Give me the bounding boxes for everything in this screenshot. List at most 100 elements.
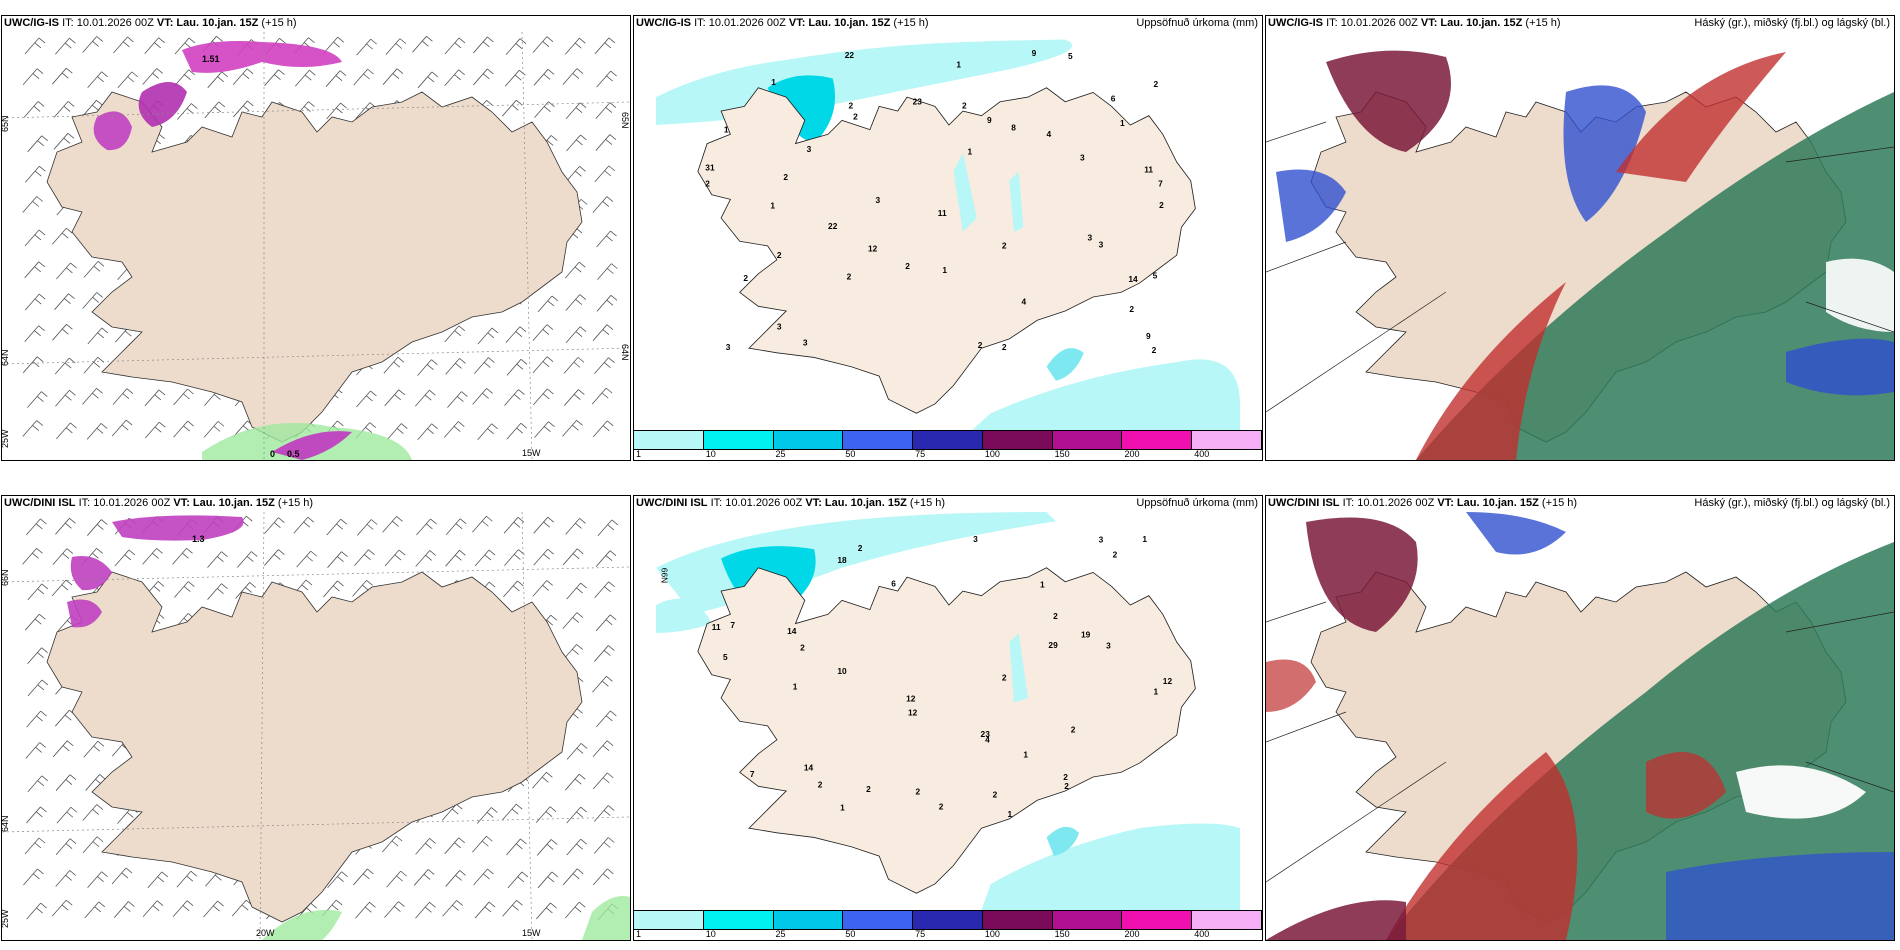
precip-number: 3	[875, 195, 880, 205]
wind-barb	[474, 549, 496, 567]
wind-barb	[174, 581, 195, 598]
wind-barb	[445, 550, 466, 567]
precip-number: 1	[1040, 579, 1045, 589]
wind-barb	[87, 871, 108, 888]
precip-number: 1	[724, 124, 729, 134]
precip-patch	[93, 111, 132, 151]
wind-barb	[24, 325, 45, 343]
wind-barb	[326, 102, 347, 120]
precip-number: 12	[868, 243, 878, 253]
wind-barb	[532, 771, 553, 789]
wind-barb	[562, 612, 584, 629]
precip-value: 0.5	[287, 449, 300, 459]
wind-barb	[22, 68, 44, 85]
precip-number: 3	[777, 322, 782, 332]
lead-time: (+15 h)	[909, 497, 946, 509]
wind-barb	[507, 871, 529, 889]
colorbar-swatch	[1052, 911, 1123, 929]
precip-number: 12	[1163, 676, 1173, 686]
precip-number: 3	[1099, 535, 1104, 545]
precip-patch	[262, 909, 342, 940]
wind-barb	[237, 551, 258, 568]
lead-time: (+15 h)	[893, 17, 929, 29]
wind-barb	[415, 550, 436, 567]
wind-barb	[477, 423, 498, 441]
wind-barb	[207, 551, 228, 568]
precip-number: 2	[915, 787, 920, 797]
wind-barb	[565, 518, 586, 535]
map-panel-top-middle[interactable]: UWC/IG-IS IT: 10.01.2026 00Z VT: Lau. 10…	[633, 15, 1263, 461]
wind-barb	[474, 357, 495, 374]
colorbar-swatch	[843, 431, 914, 449]
precip-value: 1.51	[202, 54, 220, 64]
wind-barb	[56, 422, 77, 440]
lon-label: 25W	[2, 429, 10, 448]
precip-number: 2	[705, 178, 710, 188]
wind-barb	[27, 583, 49, 601]
panel-subtitle: Uppsöfnuð úrkoma (mm)	[1136, 497, 1258, 509]
wind-barb	[384, 389, 405, 407]
precip-number: 3	[1099, 240, 1104, 250]
wind-barb	[142, 900, 164, 917]
wind-barb	[111, 419, 133, 437]
precip-number: 1	[793, 682, 798, 692]
panel-title: UWC/IG-IS IT: 10.01.2026 00Z VT: Lau. 10…	[4, 17, 297, 29]
wind-barb	[563, 357, 585, 374]
colorbar-tick: 100	[984, 449, 1000, 459]
wind-barb	[384, 901, 405, 918]
wind-barb	[385, 38, 407, 55]
valid-time: VT: Lau. 10.jan. 15Z	[1437, 497, 1539, 509]
wind-barb	[293, 516, 315, 534]
wind-barb	[264, 69, 285, 86]
colorbar-swatch	[913, 431, 983, 449]
precip-number: 1	[1023, 749, 1028, 759]
wind-barb	[562, 868, 584, 886]
precip-number: 6	[891, 578, 896, 588]
wind-barb	[565, 326, 587, 343]
panel-title: UWC/DINI ISL IT: 10.01.2026 00Z VT: Lau.…	[4, 497, 313, 509]
precip-number: 2	[1129, 304, 1134, 314]
wind-barb	[502, 900, 523, 917]
wind-barb	[326, 518, 347, 536]
wind-barb	[501, 803, 523, 821]
wind-barb	[566, 582, 587, 600]
map-panel-bottom-middle[interactable]: UWC/DINI ISL IT: 10.01.2026 00Z VT: Lau.…	[633, 495, 1263, 941]
wind-barb	[505, 38, 527, 55]
wind-barb	[413, 869, 435, 886]
map-panel-bottom-left[interactable]: UWC/DINI ISL IT: 10.01.2026 00Z VT: Lau.…	[1, 495, 631, 941]
wind-barb	[55, 37, 76, 55]
precip-number: 2	[1159, 200, 1164, 210]
wind-barb	[472, 515, 493, 533]
wind-barb	[82, 292, 103, 309]
precip-number: 2	[1002, 342, 1007, 352]
valid-time: VT: Lau. 10.jan. 15Z	[1420, 17, 1523, 29]
precip-number: 7	[1158, 178, 1163, 188]
wind-barb	[474, 901, 496, 919]
lon-label: 20W	[256, 928, 275, 938]
wind-barb	[144, 421, 166, 439]
wind-barb	[24, 229, 46, 247]
colorbar-tick: 25	[775, 449, 786, 459]
lead-time: (+15 h)	[261, 17, 297, 29]
wind-barb	[356, 519, 378, 536]
wind-barb	[532, 324, 554, 341]
lat-label: 64N	[2, 349, 10, 366]
map-panel-top-right[interactable]: UWC/IG-IS IT: 10.01.2026 00Z VT: Lau. 10…	[1265, 15, 1895, 461]
wind-barb	[473, 36, 494, 54]
wind-barb	[55, 838, 77, 855]
wind-barb	[596, 295, 618, 312]
colorbar-tick: 50	[845, 449, 856, 459]
wind-barb	[592, 675, 613, 693]
wind-barb	[595, 614, 617, 632]
precip-number: 1	[968, 147, 973, 157]
precip-number: 1	[942, 265, 947, 275]
wind-barb	[383, 356, 405, 374]
wind-barb	[82, 836, 104, 854]
wind-barb	[24, 261, 45, 279]
precip-number: 2	[800, 643, 805, 653]
map-panel-top-left[interactable]: UWC/IG-IS IT: 10.01.2026 00Z VT: Lau. 10…	[1, 15, 631, 461]
valid-time: VT: Lau. 10.jan. 15Z	[788, 17, 891, 29]
wind-barb	[592, 420, 614, 438]
wind-barb	[533, 548, 554, 566]
map-panel-bottom-right[interactable]: UWC/DINI ISL IT: 10.01.2026 00Z VT: Lau.…	[1265, 495, 1895, 941]
